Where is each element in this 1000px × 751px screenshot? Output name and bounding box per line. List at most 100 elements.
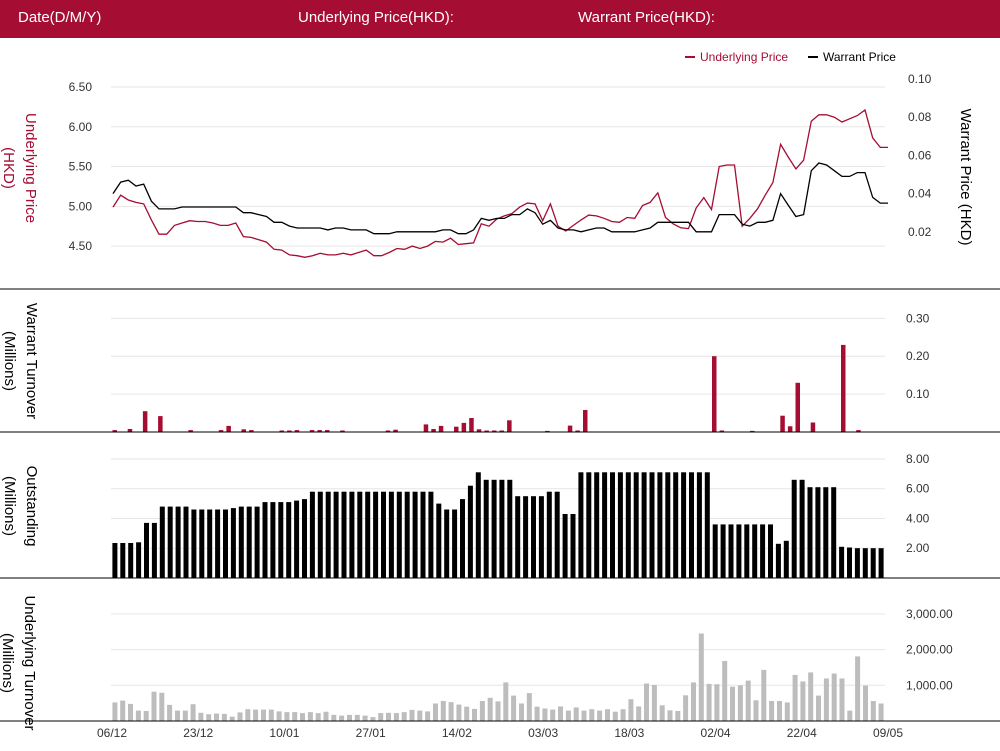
outstanding-bar <box>278 502 284 578</box>
outstanding-bar <box>341 491 347 578</box>
warrant-turnover-bar <box>438 425 444 432</box>
outstanding-bar <box>333 491 339 578</box>
warrant-turnover-bar <box>507 420 512 432</box>
legend-label-underlying: Underlying Price <box>700 50 788 64</box>
outstanding-bar <box>120 543 126 578</box>
warrant-turnover-bar <box>454 426 459 432</box>
warrant-turnover-axis-title: Warrant Turnover (Millions) <box>1 303 40 419</box>
underlying-turnover-bar <box>558 706 563 721</box>
underlying-turnover-bar <box>526 693 532 721</box>
underlying-turnover-bar <box>714 684 720 721</box>
warrant-turnover-bar <box>309 430 315 432</box>
warrant-turnover-bar <box>719 430 725 432</box>
underlying-turnover-bar <box>214 713 219 721</box>
underlying-turnover-bar <box>135 710 141 721</box>
outstanding-bar <box>610 472 615 578</box>
outstanding-bar <box>388 491 394 578</box>
underlying-turnover-bar <box>331 714 337 721</box>
underlying-turnover-bar <box>307 712 313 721</box>
underlying-turnover-bar <box>620 709 626 721</box>
outstanding-bar <box>436 503 442 578</box>
underlying-turnover-bar <box>519 703 524 721</box>
outstanding-bar <box>357 491 363 578</box>
underlying-turnover-bar <box>370 717 376 721</box>
outstanding-bar <box>475 472 481 578</box>
outstanding-bar <box>294 500 300 578</box>
outstanding-bar <box>665 472 671 578</box>
y-tick-left: 5.50 <box>69 160 93 174</box>
warrant-turnover-bar <box>492 430 497 432</box>
outstanding-axis-title: Outstanding (Millions) <box>1 466 40 547</box>
underlying-turnover-bar <box>276 711 282 721</box>
underlying-turnover-bar <box>573 707 579 721</box>
outstanding-bar <box>696 472 702 578</box>
outstanding-bar <box>144 522 149 578</box>
warrant-turnover-bar <box>249 430 254 432</box>
outstanding-bar <box>862 548 868 578</box>
warrant-turnover-bar <box>385 430 391 432</box>
underlying-turnover-bar <box>464 706 470 721</box>
underlying-turnover-bar <box>761 669 767 721</box>
outstanding-bar <box>317 491 323 578</box>
outstanding-bar <box>586 472 592 578</box>
y-tick-right: 0.02 <box>908 225 932 239</box>
outstanding-bar <box>657 472 663 578</box>
underlying-turnover-bar <box>800 681 806 721</box>
warrant-price-label: Warrant Price(HKD): <box>578 9 715 26</box>
warrant-turnover-bar <box>325 430 330 432</box>
outstanding-bar <box>744 524 750 578</box>
warrant-turnover-bar <box>127 429 133 432</box>
outstanding-axis-title-line: Outstanding <box>23 466 40 547</box>
underlying-turnover-bar <box>393 713 399 721</box>
underlying-turnover-bar <box>182 710 188 721</box>
outstanding-bar <box>491 479 497 578</box>
x-tick: 03/03 <box>528 726 558 740</box>
underlying-price-label: Underlying Price(HKD): <box>298 9 454 26</box>
underlying-turnover-bar <box>644 683 649 721</box>
underlying-turnover-bar <box>737 685 743 721</box>
outstanding-bar <box>570 514 576 578</box>
outstanding-bar <box>839 546 845 579</box>
underlying-turnover-bar <box>284 712 290 721</box>
outstanding-bar <box>175 506 181 578</box>
underlying-turnover-bar <box>167 704 173 721</box>
outstanding-bar <box>578 472 584 578</box>
warrant-turnover-bar <box>431 429 436 432</box>
outstanding-bar <box>112 543 118 578</box>
warrant-turnover-axis-title-line: Warrant Turnover <box>23 303 40 419</box>
outstanding-bar <box>823 487 829 578</box>
underlying-turnover-bar <box>417 710 423 721</box>
warrant-turnover-bar <box>287 430 292 432</box>
underlying-price-axis-title-line: (HKD) <box>0 147 17 189</box>
outstanding-bar <box>641 472 647 578</box>
warrant-turnover-bar <box>567 425 573 432</box>
underlying-turnover-bar <box>628 699 634 721</box>
y-tick: 0.10 <box>906 387 930 401</box>
outstanding-bar <box>270 502 276 578</box>
outstanding-bar <box>349 491 355 578</box>
x-tick: 14/02 <box>442 726 472 740</box>
underlying-turnover-bar <box>667 710 673 721</box>
outstanding-axis-title-line: (Millions) <box>1 476 18 536</box>
y-tick: 2.00 <box>906 541 930 555</box>
outstanding-bar <box>199 509 205 578</box>
underlying-turnover-bar <box>440 701 446 721</box>
underlying-turnover-bar <box>378 713 384 721</box>
underlying-turnover-bar <box>409 709 415 721</box>
underlying-turnover-bar <box>347 714 352 721</box>
outstanding-bar <box>704 472 710 578</box>
warrant-turnover-axis-title-line: (Millions) <box>1 331 18 391</box>
y-tick-left: 6.50 <box>69 80 93 94</box>
outstanding-bar <box>831 487 837 578</box>
outstanding-bar <box>728 524 734 578</box>
underlying-turnover-bar <box>221 713 227 721</box>
warrant-turnover-bar <box>810 422 816 432</box>
x-tick: 10/01 <box>269 726 299 740</box>
warrant-turnover-bar <box>423 424 429 432</box>
underlying-turnover-bar <box>253 709 259 721</box>
y-tick: 4.00 <box>906 511 930 525</box>
warrant-turnover-bar <box>476 429 482 432</box>
underlying-turnover: 3,000.00 2,000.00 1,000.00 <box>111 607 953 721</box>
outstanding-bar <box>223 509 228 578</box>
underlying-turnover-bar <box>691 682 696 721</box>
